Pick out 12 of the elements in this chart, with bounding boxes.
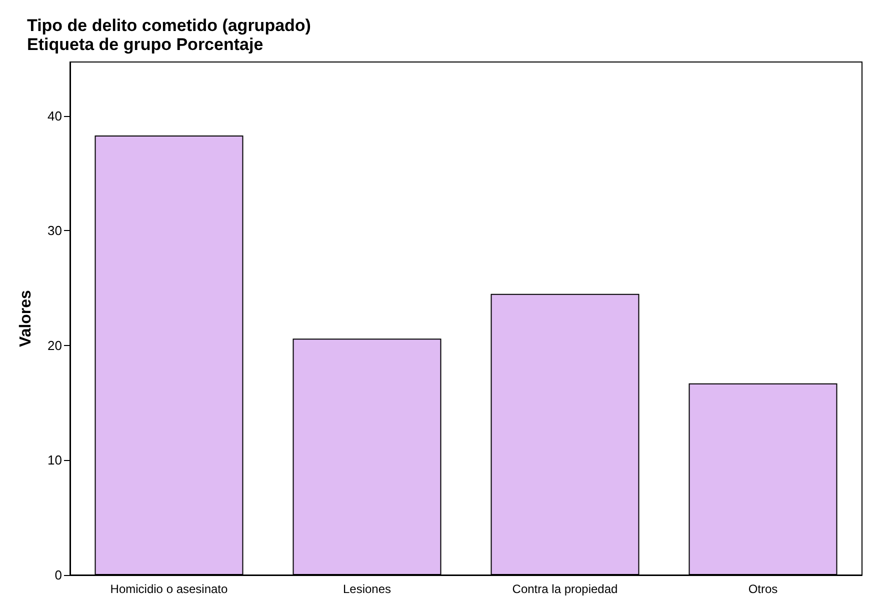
chart-title: Tipo de delito cometido (agrupado) — [27, 16, 311, 35]
y-tick-label: 40 — [48, 108, 62, 124]
y-tick-label: 10 — [48, 452, 62, 468]
x-tick-label: Lesiones — [342, 582, 392, 596]
x-tick-label: Contra la propiedad — [512, 582, 618, 596]
y-tick-label: 0 — [54, 568, 62, 582]
y-tick-label: 20 — [48, 338, 62, 353]
chart-subtitle: Etiqueta de grupo Porcentaje — [27, 35, 264, 54]
x-tick-label: Otros — [748, 582, 778, 596]
x-tick-label: Homicidio o asesinato — [110, 582, 228, 596]
y-axis-title: Valores — [18, 290, 34, 347]
y-tick-label: 30 — [48, 223, 62, 238]
